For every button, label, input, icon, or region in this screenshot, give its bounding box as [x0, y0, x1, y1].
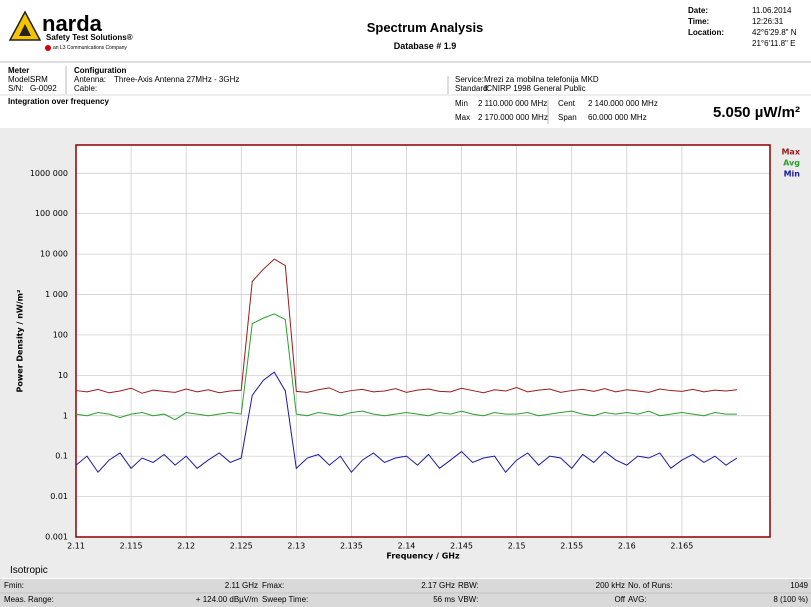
- y-tick-label: 0.1: [55, 452, 68, 461]
- footer-label: Meas. Range:: [4, 595, 54, 604]
- info-label: Time:: [688, 17, 710, 26]
- result: 5.050 µW/m²: [712, 104, 800, 121]
- x-tick-label: 2.145: [450, 542, 473, 551]
- y-tick-label: 100: [53, 330, 68, 339]
- footer-value: 200 kHz: [595, 581, 625, 590]
- footer-label: No. of Runs:: [628, 581, 673, 590]
- y-tick-label: 1 000: [45, 290, 68, 299]
- freq-value: 2 140.000 000 MHz: [588, 99, 658, 108]
- footer-label: RBW:: [458, 581, 479, 590]
- brand-sub: Safety Test Solutions®: [46, 33, 133, 42]
- x-tick-label: 2.15: [508, 542, 526, 551]
- footer-value: 1049: [790, 581, 808, 590]
- info-value: 42°6'29.8" N: [752, 28, 797, 37]
- x-tick-label: 2.11: [67, 542, 85, 551]
- y-tick-label: 100 000: [35, 209, 68, 218]
- x-tick-label: 2.165: [670, 542, 693, 551]
- y-tick-label: 0.01: [50, 492, 68, 501]
- info-label: Location:: [688, 28, 724, 37]
- footer-label: AVG:: [628, 595, 647, 604]
- x-tick-label: 2.155: [560, 542, 583, 551]
- info-value: 11.06.2014: [752, 6, 792, 15]
- mode: Integration over frequency: [8, 97, 109, 106]
- x-tick-label: 2.13: [287, 542, 305, 551]
- field-label: S/N:: [8, 84, 24, 93]
- series-line: [75, 371, 738, 474]
- field-value: Mrezi za mobilna telefonija MKD: [484, 75, 599, 84]
- logo-l3: [45, 45, 51, 51]
- legend-entry: Avg: [783, 159, 800, 168]
- footer-value: 8 (100 %): [773, 595, 808, 604]
- y-tick-label: 1000 000: [30, 169, 68, 178]
- field-value: SRM: [30, 75, 48, 84]
- info-value: 12:26:31: [752, 17, 784, 26]
- logo-mark-inner: [19, 24, 31, 36]
- freq-label: Min: [455, 99, 468, 108]
- config-heading: Configuration: [74, 66, 127, 75]
- field-label: Model:: [8, 75, 33, 84]
- freq-value: 2 170.000 000 MHz: [478, 113, 548, 122]
- series-line: [75, 258, 738, 394]
- brand-parent: an L3 Communications Company: [53, 45, 127, 51]
- info-value: 21°6'11.8" E: [752, 39, 796, 48]
- field-value: Three-Axis Antenna 27MHz - 3GHz: [114, 75, 240, 84]
- x-tick-label: 2.125: [230, 542, 253, 551]
- info-label: Date:: [688, 6, 709, 15]
- x-axis-title: Frequency / GHz: [386, 552, 460, 561]
- x-tick-label: 2.14: [398, 542, 416, 551]
- field-value: ICNIRP 1998 General Public: [484, 84, 586, 93]
- report-subtitle: Database # 1.9: [393, 41, 457, 51]
- footer-label: Sweep Time:: [262, 595, 309, 604]
- field-label: Service:: [455, 75, 484, 84]
- freq-label: Max: [455, 113, 471, 122]
- footer-value: 56 ms: [433, 595, 455, 604]
- footer-label: Fmax:: [262, 581, 285, 590]
- footer-label: Fmin:: [4, 581, 24, 590]
- footer-value: + 124.00 dBµV/m: [195, 595, 258, 604]
- y-axis-title: Power Density / nW/m²: [16, 289, 25, 392]
- field-label: Standard:: [455, 84, 490, 93]
- legend-entry: Max: [781, 148, 800, 157]
- freq-label: Span: [558, 113, 577, 122]
- footer-label: VBW:: [458, 595, 479, 604]
- footer-value: 2.11 GHz: [224, 581, 258, 590]
- field-label: Cable:: [74, 84, 98, 93]
- report-title: Spectrum Analysis: [366, 20, 484, 35]
- y-tick-label: 10 000: [40, 250, 68, 259]
- x-tick-label: 2.12: [177, 542, 195, 551]
- plot-area: [76, 145, 770, 537]
- x-tick-label: 2.115: [120, 542, 143, 551]
- field-label: Antenna:: [74, 75, 107, 84]
- probe: Isotropic: [10, 565, 48, 576]
- freq-label: Cent: [558, 99, 575, 108]
- chart: 0.001 0.01 0.1 1 10 100 1 000 10 000 100 000 1000…: [16, 144, 801, 561]
- freq-value: 60.000 000 MHz: [588, 113, 647, 122]
- legend-entry: Min: [784, 170, 801, 179]
- footer-value: Off: [614, 595, 625, 604]
- meter-heading: Meter: [8, 66, 30, 75]
- y-tick-label: 1: [63, 411, 68, 420]
- y-tick-label: 10: [58, 371, 68, 380]
- freq-value: 2 110.000 000 MHz: [478, 99, 548, 108]
- y-tick-label: 0.001: [45, 533, 68, 542]
- x-tick-label: 2.135: [340, 542, 363, 551]
- plot-frame: [75, 144, 771, 538]
- x-tick-label: 2.16: [618, 542, 636, 551]
- footer-value: 2.17 GHz: [421, 581, 455, 590]
- field-value: G-0092: [30, 84, 57, 93]
- brand: narda: [42, 11, 102, 36]
- series-line: [75, 313, 737, 421]
